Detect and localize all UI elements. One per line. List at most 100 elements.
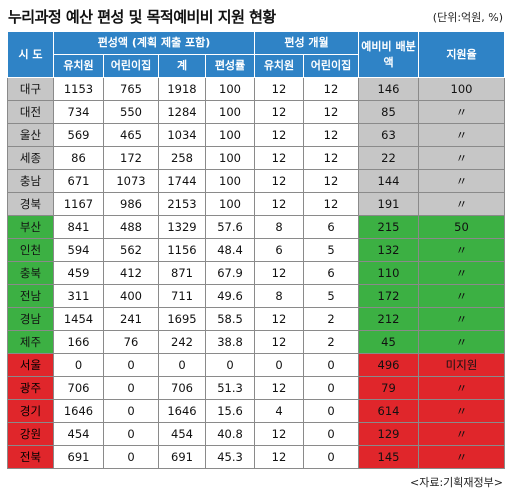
table-row: 울산 569 465 1034 100 12 12 63 〃 xyxy=(7,123,505,147)
support-rate-cell: 〃 xyxy=(418,123,505,147)
support-rate-cell: 〃 xyxy=(418,422,505,446)
kindergarten-months-cell: 12 xyxy=(254,146,304,170)
support-rate-cell: 〃 xyxy=(418,376,505,400)
reserve-cell: 110 xyxy=(358,261,419,285)
region-cell: 경기 xyxy=(7,399,54,423)
region-cell: 대전 xyxy=(7,100,54,124)
total-cell: 1646 xyxy=(158,399,206,423)
kindergarten-months-cell: 12 xyxy=(254,261,304,285)
rate-cell: 49.6 xyxy=(205,284,255,308)
daycare-months-cell: 12 xyxy=(303,123,359,147)
daycare-cell: 0 xyxy=(103,445,159,469)
total-cell: 1034 xyxy=(158,123,206,147)
total-cell: 454 xyxy=(158,422,206,446)
kindergarten-cell: 1167 xyxy=(53,192,104,216)
kindergarten-cell: 0 xyxy=(53,353,104,377)
region-cell: 충북 xyxy=(7,261,54,285)
support-rate-cell: 〃 xyxy=(418,284,505,308)
region-cell: 울산 xyxy=(7,123,54,147)
region-cell: 충남 xyxy=(7,169,54,193)
total-cell: 711 xyxy=(158,284,206,308)
table-row: 경남 1454 241 1695 58.5 12 2 212 〃 xyxy=(7,307,505,331)
kindergarten-cell: 734 xyxy=(53,100,104,124)
daycare-cell: 0 xyxy=(103,376,159,400)
daycare-cell: 1073 xyxy=(103,169,159,193)
kindergarten-cell: 311 xyxy=(53,284,104,308)
daycare-months-cell: 12 xyxy=(303,192,359,216)
table-row: 서울 0 0 0 0 0 0 496 미지원 xyxy=(7,353,505,377)
support-rate-cell: 〃 xyxy=(418,330,505,354)
daycare-months-cell: 6 xyxy=(303,261,359,285)
region-cell: 부산 xyxy=(7,215,54,239)
rate-cell: 100 xyxy=(205,146,255,170)
daycare-months-cell: 0 xyxy=(303,376,359,400)
header-reserve: 예비비 배분액 xyxy=(358,31,419,78)
kindergarten-cell: 1646 xyxy=(53,399,104,423)
kindergarten-months-cell: 12 xyxy=(254,192,304,216)
source-label: <자료:기획재정부> xyxy=(410,476,503,489)
kindergarten-cell: 1454 xyxy=(53,307,104,331)
total-cell: 691 xyxy=(158,445,206,469)
kindergarten-months-cell: 12 xyxy=(254,376,304,400)
reserve-cell: 496 xyxy=(358,353,419,377)
daycare-months-cell: 5 xyxy=(303,284,359,308)
header-kindergarten: 유치원 xyxy=(53,54,104,78)
total-cell: 1918 xyxy=(158,77,206,101)
kindergarten-months-cell: 12 xyxy=(254,307,304,331)
support-rate-cell: 〃 xyxy=(418,238,505,262)
header-total: 계 xyxy=(158,54,206,78)
table-row: 전남 311 400 711 49.6 8 5 172 〃 xyxy=(7,284,505,308)
daycare-cell: 412 xyxy=(103,261,159,285)
region-cell: 경북 xyxy=(7,192,54,216)
reserve-cell: 146 xyxy=(358,77,419,101)
header-support-rate: 지원율 xyxy=(418,31,505,78)
header-daycare: 어린이집 xyxy=(103,54,159,78)
kindergarten-cell: 569 xyxy=(53,123,104,147)
total-cell: 1156 xyxy=(158,238,206,262)
kindergarten-months-cell: 6 xyxy=(254,238,304,262)
kindergarten-cell: 671 xyxy=(53,169,104,193)
header-kindergarten-months: 유치원 xyxy=(254,54,304,78)
daycare-cell: 76 xyxy=(103,330,159,354)
daycare-cell: 562 xyxy=(103,238,159,262)
total-cell: 0 xyxy=(158,353,206,377)
kindergarten-months-cell: 12 xyxy=(254,169,304,193)
support-rate-cell: 50 xyxy=(418,215,505,239)
daycare-cell: 400 xyxy=(103,284,159,308)
reserve-cell: 215 xyxy=(358,215,419,239)
total-cell: 1744 xyxy=(158,169,206,193)
header-region: 시 도 xyxy=(7,31,54,78)
support-rate-cell: 〃 xyxy=(418,146,505,170)
daycare-cell: 550 xyxy=(103,100,159,124)
table-row: 대전 734 550 1284 100 12 12 85 〃 xyxy=(7,100,505,124)
table-row: 제주 166 76 242 38.8 12 2 45 〃 xyxy=(7,330,505,354)
region-cell: 강원 xyxy=(7,422,54,446)
region-cell: 세종 xyxy=(7,146,54,170)
rate-cell: 45.3 xyxy=(205,445,255,469)
unit-label: (단위:억원, %) xyxy=(432,11,503,24)
table-row: 인천 594 562 1156 48.4 6 5 132 〃 xyxy=(7,238,505,262)
kindergarten-cell: 454 xyxy=(53,422,104,446)
kindergarten-months-cell: 12 xyxy=(254,100,304,124)
daycare-months-cell: 12 xyxy=(303,100,359,124)
daycare-months-cell: 12 xyxy=(303,146,359,170)
reserve-cell: 132 xyxy=(358,238,419,262)
table-row: 전북 691 0 691 45.3 12 0 145 〃 xyxy=(7,445,505,469)
kindergarten-months-cell: 0 xyxy=(254,353,304,377)
kindergarten-cell: 706 xyxy=(53,376,104,400)
daycare-months-cell: 12 xyxy=(303,169,359,193)
region-cell: 서울 xyxy=(7,353,54,377)
header-budget-group: 편성액 (계획 제출 포함) xyxy=(53,31,255,55)
budget-table: 시 도 편성액 (계획 제출 포함) 편성 개월 예비비 배분액 지원율 유치원… xyxy=(7,31,505,469)
daycare-cell: 986 xyxy=(103,192,159,216)
kindergarten-cell: 841 xyxy=(53,215,104,239)
kindergarten-cell: 86 xyxy=(53,146,104,170)
table-row: 대구 1153 765 1918 100 12 12 146 100 xyxy=(7,77,505,101)
daycare-months-cell: 12 xyxy=(303,77,359,101)
kindergarten-cell: 691 xyxy=(53,445,104,469)
reserve-cell: 145 xyxy=(358,445,419,469)
kindergarten-cell: 594 xyxy=(53,238,104,262)
rate-cell: 15.6 xyxy=(205,399,255,423)
daycare-months-cell: 2 xyxy=(303,330,359,354)
rate-cell: 0 xyxy=(205,353,255,377)
